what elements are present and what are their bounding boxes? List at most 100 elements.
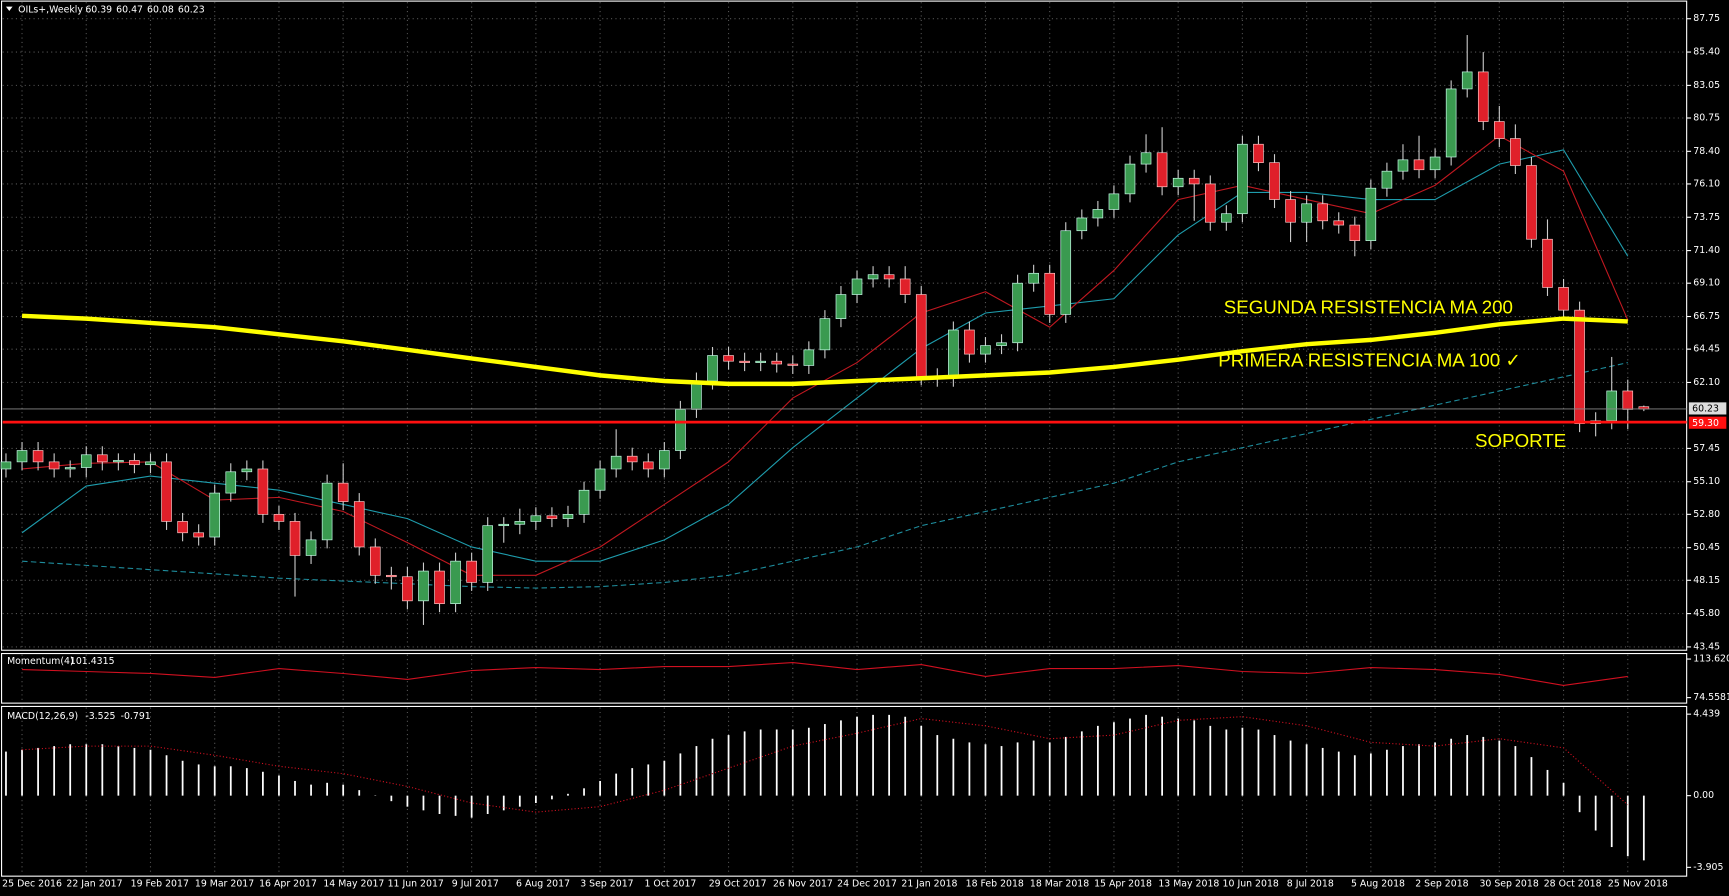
macd-panel [1,705,1688,877]
candle-body [193,532,204,538]
candle-body [0,461,12,470]
last-price-label: 60.23 [1692,403,1719,414]
x-tick-label: 10 Jun 2018 [1223,878,1279,889]
indicator-title: Momentum(4) [7,656,74,667]
candle-body [402,576,413,602]
candle-body [707,355,718,382]
candle-body [225,471,237,494]
indicator-value: -0.791 [121,711,151,722]
candle-body [1140,152,1152,165]
y-tick-label: -3.905 [1693,862,1723,873]
candle-body [530,515,542,522]
candle-body [883,274,895,280]
y-tick-label: 87.75 [1693,13,1720,24]
momentum-line [22,662,1628,686]
candle-body [787,363,799,366]
candle-body [1397,159,1409,172]
annotation: SOPORTE [1475,430,1566,451]
candle-body [1558,287,1569,311]
candle-body [1333,220,1345,226]
candle-body [835,294,847,319]
candle-body [1477,71,1489,122]
candle-body [1092,209,1104,219]
candle-body [1526,165,1537,240]
candle-body [1622,390,1634,410]
x-tick-label: 1 Oct 2017 [644,878,696,889]
x-tick-label: 8 Jul 2018 [1287,878,1334,889]
y-tick-label: 52.80 [1693,509,1720,520]
candle-body [482,525,493,583]
header-arrow [5,6,13,12]
x-tick-label: 25 Dec 2016 [2,878,62,889]
candle-body [546,515,558,519]
candle-body [1076,217,1088,232]
x-tick-label: 15 Apr 2018 [1094,878,1152,889]
y-tick-label: 62.10 [1693,377,1720,388]
x-tick-label: 22 Jan 2017 [66,878,122,889]
candle-body [80,454,92,468]
candle-body [1349,224,1361,241]
candle-body [610,455,622,470]
support-label: 59.30 [1692,418,1719,429]
y-tick-label: 45.80 [1693,608,1720,619]
y-tick-label: 0.00 [1693,790,1714,801]
signal-line [22,716,1629,813]
main-panel [1,0,1688,651]
x-tick-label: 28 Oct 2018 [1544,878,1602,889]
support-box [1688,416,1727,429]
candle-body [691,380,702,410]
candle-body [1494,121,1505,139]
candle-body [1301,203,1312,223]
candle-body [1381,170,1393,189]
symbol-title: OILs+,Weekly [18,4,83,15]
candle-body [659,450,670,470]
candle-body [32,450,44,463]
moving-average [21,313,1628,387]
candle-body [1317,203,1328,222]
candle-body [739,360,750,363]
x-tick-label: 2 Sep 2018 [1415,878,1468,889]
x-tick-label: 18 Mar 2018 [1030,878,1089,889]
x-tick-label: 11 Jun 2017 [388,878,444,889]
candle-body [626,455,638,463]
candle-body [514,521,526,525]
y-tick-label: 66.75 [1693,311,1720,322]
candle-body [1542,238,1553,288]
x-tick-label: 19 Mar 2017 [195,878,254,889]
x-tick-label: 26 Nov 2017 [773,878,833,889]
candle-body [145,461,156,466]
candle-body [177,521,188,534]
candle-body [964,329,975,355]
y-tick-label: 48.15 [1693,575,1720,586]
candle-body [819,318,831,351]
candle-body [273,514,285,522]
candle-body [113,460,124,463]
candle-body [1269,162,1280,200]
y-tick-label: 64.45 [1693,344,1720,355]
candle-body [1124,163,1136,195]
y-tick-label: 43.45 [1693,641,1720,652]
candle-body [305,539,317,556]
candle-body [209,492,221,538]
candle-body [337,482,349,502]
candle-body [851,278,863,295]
candle-body [353,501,365,548]
x-tick-label: 3 Sep 2017 [580,878,633,889]
y-tick-label: 113.6208 [1693,654,1729,665]
y-tick-label: 83.05 [1693,80,1720,91]
candle-body [771,360,783,365]
x-tick-label: 24 Dec 2017 [837,878,897,889]
x-tick-label: 19 Feb 2017 [131,878,189,889]
header-value: 60.39 [85,4,112,15]
y-tick-label: 73.75 [1693,212,1720,223]
candle-body [498,523,510,527]
indicator-title: MACD(12,26,9) [7,711,78,722]
candle-body [418,570,429,602]
candle-body [1204,183,1216,223]
candle-body [321,482,333,541]
candle-body [450,560,461,605]
candle-body [675,409,686,451]
candle-body [1413,159,1425,171]
